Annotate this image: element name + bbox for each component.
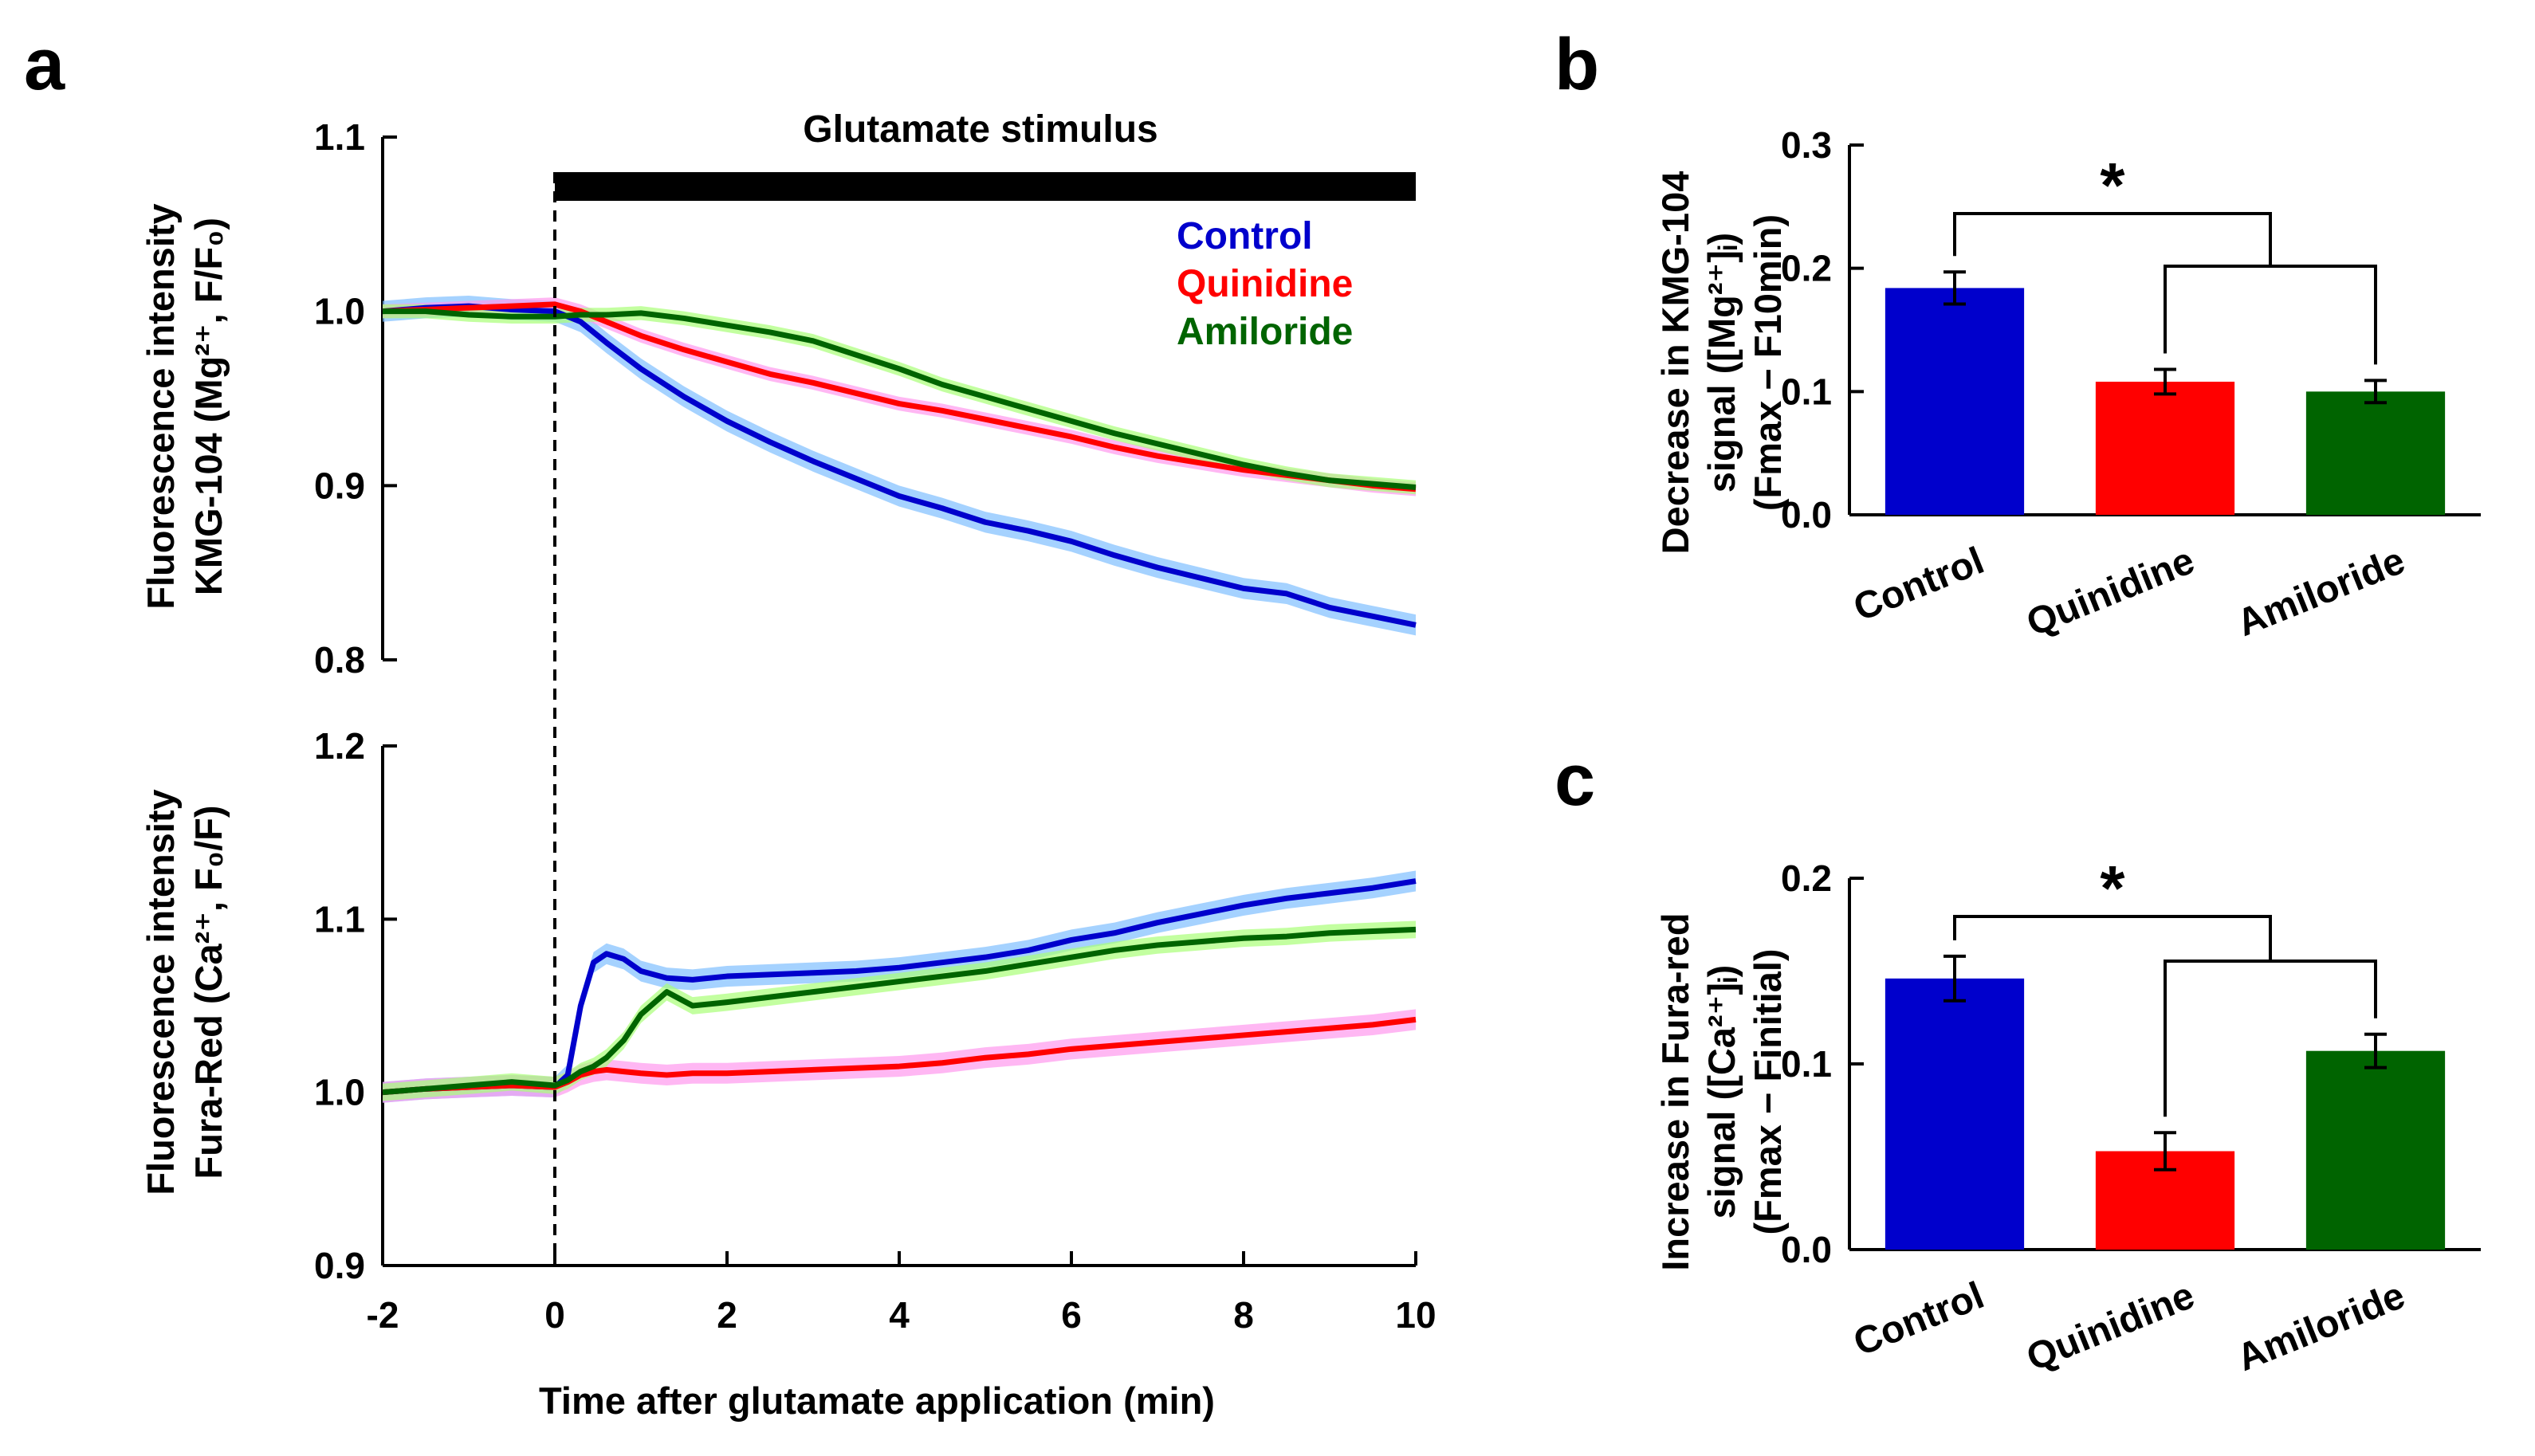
a-bottom-xlabel: Time after glutamate application (min)	[539, 1379, 1215, 1422]
legend-item-quinidine: Quinidine	[1177, 263, 1353, 305]
chart-a-top: Glutamate stimulus 0.8 0.9 1.0 1.1 Control Q…	[140, 108, 1417, 681]
b-category-label: Quinidine	[2021, 540, 2200, 645]
c-y-tick-label: 0.2	[1781, 858, 1832, 899]
c-y-tick-label: 0.0	[1781, 1229, 1832, 1270]
c-bar-control	[1885, 978, 2025, 1250]
c-y-tick-label: 0.1	[1781, 1043, 1832, 1085]
b-category-label: Amiloride	[2231, 540, 2411, 645]
b-ylabel-line3: (Fmax − F10min)	[1747, 214, 1789, 511]
b-bar-amiloride	[2305, 391, 2446, 515]
a-bottom-x-tick-label: 6	[1061, 1294, 1082, 1336]
stimulus-label: Glutamate stimulus	[803, 108, 1157, 151]
a-top-y-tick-label: 1.1	[314, 116, 365, 158]
chart-c: 0.0 0.1 0.2 Control Quinidine Amiloride * Incr…	[1654, 853, 2481, 1379]
a-bottom-band-control	[383, 870, 1416, 1103]
b-bar-quinidine	[2095, 381, 2235, 515]
b-y-tick-label: 0.1	[1781, 371, 1832, 412]
a-bottom-x-tick-label: -2	[367, 1294, 399, 1336]
c-ylabel-line2: signal ([Ca²⁺]ᵢ)	[1700, 965, 1743, 1219]
panel-letter-a: a	[24, 24, 65, 105]
a-bottom-y-tick-label: 1.2	[314, 725, 365, 767]
b-ylabel-line1: Decrease in KMG-104	[1654, 171, 1696, 555]
b-y-tick-label: 0.2	[1781, 248, 1832, 289]
c-significance-bracket-inner	[2164, 960, 2377, 1117]
a-bottom-x-tick-label: 0	[544, 1294, 565, 1336]
a-top-line-control	[382, 303, 1417, 628]
a-bottom-x-tick-label: 10	[1395, 1294, 1436, 1336]
b-significance-bracket	[1953, 212, 2272, 266]
a-bottom-x-tick-label: 2	[717, 1294, 737, 1336]
chart-b: 0.0 0.1 0.2 0.3 Control Quinidine Amiloride * D…	[1654, 124, 2481, 645]
c-category-label: Quinidine	[2021, 1274, 2200, 1379]
a-bottom-line-amiloride	[382, 926, 1417, 1096]
a-top-ylabel-line1: Fluorescence intensity	[140, 203, 182, 609]
b-significance-star: *	[2100, 150, 2125, 221]
a-bottom-y-tick-label: 0.9	[314, 1245, 365, 1286]
b-y-tick-label: 0.3	[1781, 124, 1832, 166]
c-bar-amiloride	[2305, 1050, 2446, 1250]
glutamate-stimulus-bar	[555, 172, 1416, 201]
legend-item-control: Control	[1177, 215, 1313, 257]
c-significance-bracket	[1953, 915, 2272, 961]
c-category-label: Amiloride	[2231, 1274, 2411, 1379]
a-top-ylabel-line2: KMG-104 (Mg²⁺, F/F₀)	[187, 218, 230, 595]
panel-letter-c: c	[1554, 740, 1595, 821]
a-top-y-tick-label: 1.0	[314, 291, 365, 332]
c-ylabel-line3: (Fmax − Finitial)	[1747, 948, 1789, 1234]
a-top-line-amiloride	[383, 308, 1417, 491]
c-significance-star: *	[2100, 853, 2125, 924]
b-y-tick-label: 0.0	[1781, 494, 1832, 536]
c-ylabel-line1: Increase in Fura-red	[1654, 912, 1696, 1270]
a-bottom-x-tick-label: 4	[889, 1294, 910, 1336]
a-bottom-y-tick-label: 1.0	[314, 1072, 365, 1113]
b-significance-bracket-inner	[2164, 265, 2377, 365]
b-ylabel-line2: signal ([Mg²⁺]ᵢ)	[1700, 233, 1743, 493]
a-bottom-x-tick-label: 8	[1233, 1294, 1254, 1336]
b-bar-control	[1885, 288, 2025, 515]
a-bottom-y-tick-label: 1.1	[314, 898, 365, 940]
a-top-y-tick-label: 0.9	[314, 465, 365, 506]
a-top-line-quinidine	[382, 301, 1417, 493]
legend-item-amiloride: Amiloride	[1177, 311, 1353, 353]
a-bottom-line-control	[382, 878, 1417, 1096]
a-top-y-tick-label: 0.8	[314, 639, 365, 681]
a-bottom-ylabel-line2: Fura-Red (Ca²⁺, F₀/F)	[187, 806, 230, 1179]
a-bottom-ylabel-line1: Fluorescence intensity	[140, 789, 182, 1195]
c-category-label: Control	[1848, 1274, 1990, 1364]
panel-letter-b: b	[1554, 24, 1599, 105]
b-category-label: Control	[1848, 540, 1990, 630]
a-top-band-quinidine	[383, 297, 1416, 496]
a-bottom-band-quinidine	[383, 1009, 1416, 1103]
chart-a-bottom: 0.9 1.0 1.1 1.2 -2 0 2 4 6 8 10 Fluorescence inte…	[140, 725, 1436, 1422]
a-top-band-amiloride	[383, 304, 1416, 495]
